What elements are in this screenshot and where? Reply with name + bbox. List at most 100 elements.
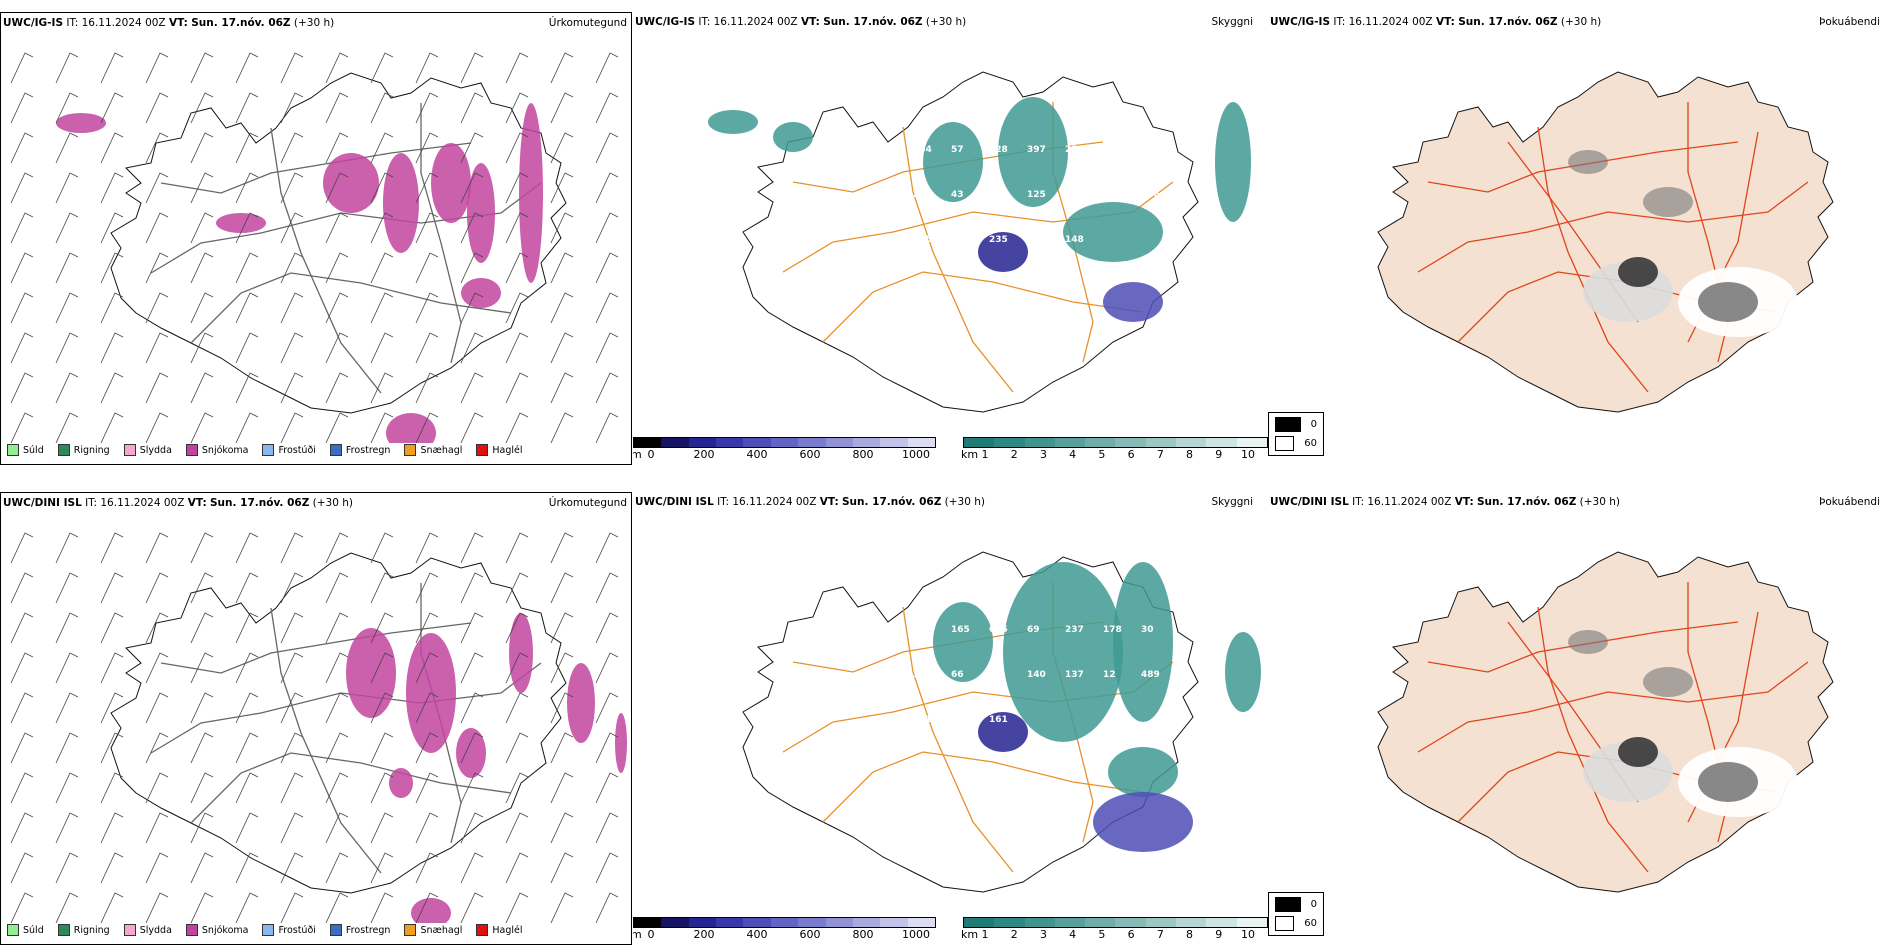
- wind-barb: [280, 412, 304, 443]
- visibility-colorbar: km 1 2 3 4 5 6 7 8 9 10: [961, 917, 1268, 941]
- road-line: [1427, 621, 1739, 673]
- wind-barb: [100, 172, 124, 204]
- legend-swatch: [262, 444, 275, 456]
- colorbar-tick: 1: [981, 928, 989, 941]
- fog-map: [1377, 551, 1834, 893]
- wind-barb: [415, 612, 439, 644]
- wind-barb: [460, 372, 484, 404]
- colorbar-tick: 8: [1186, 448, 1194, 461]
- wind-barb: [235, 252, 259, 284]
- wind-barb: [10, 132, 34, 164]
- visibility-panel-1: UWC/IG-IS IT: 16.11.2024 00Z VT: Sun. 17…: [633, 12, 1273, 465]
- fog-legend-swatch: [1275, 436, 1295, 451]
- road-line: [150, 182, 542, 274]
- wind-barb: [190, 532, 214, 564]
- wind-barb: [550, 92, 574, 124]
- ceiling-label: 275: [913, 190, 932, 200]
- wind-barb: [550, 652, 574, 684]
- wind-barb: [370, 612, 394, 644]
- wind-barb: [505, 572, 529, 604]
- wind-barb: [280, 172, 304, 204]
- shaded-area: [1568, 630, 1608, 654]
- wind-barb: [10, 172, 34, 204]
- panel-title: Skyggni: [1211, 16, 1254, 28]
- wind-barb: [550, 852, 574, 884]
- shaded-area: [389, 768, 413, 798]
- wind-barb: [190, 372, 214, 404]
- ceiling-colorbar: m 0 200 400 600 800 1000: [633, 437, 936, 461]
- wind-barb: [55, 612, 79, 644]
- wind-barb: [325, 892, 349, 923]
- colorbar-tick: 200: [693, 928, 715, 941]
- wind-barb: [415, 332, 439, 364]
- wind-barb: [100, 292, 124, 324]
- ceiling-label: 357: [1103, 145, 1122, 155]
- road-line: [822, 751, 1144, 823]
- wind-barb: [55, 572, 79, 604]
- wind-barb: [505, 372, 529, 404]
- wind-barb: [235, 772, 259, 804]
- wind-barb: [550, 132, 574, 164]
- wind-barb: [460, 892, 484, 923]
- wind-barb: [415, 52, 439, 84]
- wind-barb: [145, 852, 169, 884]
- ceiling-label: 221: [913, 715, 932, 725]
- wind-barb: [370, 892, 394, 923]
- wind-barb: [280, 332, 304, 364]
- colorbar-tick: 2: [1010, 448, 1018, 461]
- wind-barb: [325, 652, 349, 684]
- legend-item: Snjókoma: [185, 444, 249, 456]
- wind-barb: [595, 132, 619, 164]
- wind-barb: [145, 532, 169, 564]
- colorbar-tick: 6: [1127, 448, 1135, 461]
- wind-barb: [595, 372, 619, 404]
- panel-header: UWC/IG-IS IT: 16.11.2024 00Z VT: Sun. 17…: [1270, 16, 1602, 28]
- wind-barb: [415, 572, 439, 604]
- wind-barb: [325, 372, 349, 404]
- wind-barb: [145, 252, 169, 284]
- shaded-area: [1108, 747, 1178, 797]
- ceiling-label: 137: [1065, 670, 1084, 680]
- panel-header: UWC/IG-IS IT: 16.11.2024 00Z VT: Sun. 17…: [635, 16, 967, 28]
- wind-barb: [415, 172, 439, 204]
- shaded-area: [1618, 257, 1658, 287]
- wind-barb: [325, 132, 349, 164]
- colorbar-tick: 0: [647, 928, 655, 941]
- ceiling-label: 105: [913, 235, 932, 245]
- wind-barb: [55, 732, 79, 764]
- wind-barb: [595, 532, 619, 564]
- legend-label: Frostregn: [345, 444, 391, 456]
- wind-barb: [10, 372, 34, 404]
- wind-barb: [280, 212, 304, 244]
- wind-barb: [280, 652, 304, 684]
- wind-barb: [415, 532, 439, 564]
- wind-barb: [235, 572, 259, 604]
- ceiling-label: 235: [989, 235, 1008, 245]
- colorbar-tick: 1000: [902, 448, 930, 461]
- legend-swatch: [123, 924, 136, 936]
- legend-label: Snjókoma: [201, 444, 249, 456]
- ceiling-label: 12: [1103, 670, 1116, 680]
- wind-barb: [235, 132, 259, 164]
- wind-barb: [190, 332, 214, 364]
- legend-label: Frostúði: [278, 444, 316, 456]
- wind-barb: [415, 812, 439, 844]
- wind-barb: [145, 692, 169, 724]
- map-layer: [110, 552, 627, 923]
- wind-barb: [235, 732, 259, 764]
- wind-barb: [460, 332, 484, 364]
- legend-label: Frostregn: [345, 924, 391, 936]
- legend-label: Súld: [23, 924, 44, 936]
- wind-barb: [550, 52, 574, 84]
- wind-barb: [235, 52, 259, 84]
- wind-barb: [10, 732, 34, 764]
- wind-barb: [10, 652, 34, 684]
- legend-item: Frostúði: [262, 444, 316, 456]
- coastline: [110, 552, 567, 894]
- wind-barb: [415, 212, 439, 244]
- wind-barb: [460, 92, 484, 124]
- colorbar-tick: 10: [1241, 928, 1255, 941]
- wind-barb: [595, 252, 619, 284]
- legend-swatch: [185, 924, 198, 936]
- ceiling-label: 645: [989, 625, 1008, 635]
